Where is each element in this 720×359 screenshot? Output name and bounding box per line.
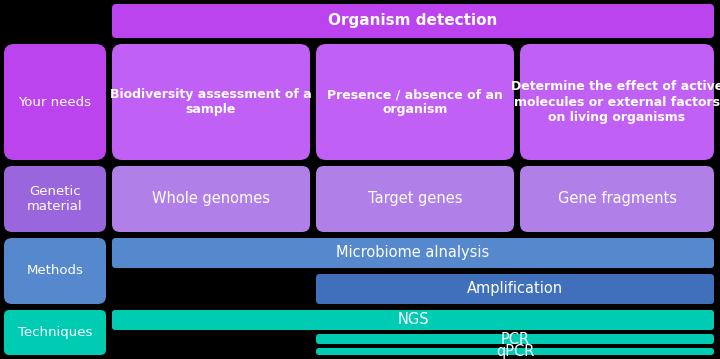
- Text: NGS: NGS: [397, 312, 429, 327]
- FancyBboxPatch shape: [316, 166, 514, 232]
- FancyBboxPatch shape: [316, 348, 714, 355]
- FancyBboxPatch shape: [316, 334, 714, 344]
- FancyBboxPatch shape: [4, 166, 106, 232]
- FancyBboxPatch shape: [316, 274, 714, 304]
- FancyBboxPatch shape: [112, 4, 714, 38]
- Text: Presence / absence of an
organism: Presence / absence of an organism: [327, 88, 503, 116]
- Text: Methods: Methods: [27, 265, 84, 278]
- FancyBboxPatch shape: [316, 44, 514, 160]
- FancyBboxPatch shape: [112, 310, 714, 330]
- FancyBboxPatch shape: [520, 166, 714, 232]
- Text: Genetic
material: Genetic material: [27, 185, 83, 213]
- Text: Your needs: Your needs: [19, 95, 91, 108]
- Text: Whole genomes: Whole genomes: [152, 191, 270, 206]
- Text: Target genes: Target genes: [368, 191, 462, 206]
- FancyBboxPatch shape: [112, 44, 310, 160]
- Text: Amplification: Amplification: [467, 281, 563, 297]
- FancyBboxPatch shape: [520, 44, 714, 160]
- Text: Biodiversity assessment of a
sample: Biodiversity assessment of a sample: [110, 88, 312, 116]
- FancyBboxPatch shape: [4, 310, 106, 355]
- FancyBboxPatch shape: [112, 238, 714, 268]
- Text: qPCR: qPCR: [496, 344, 534, 359]
- Text: Microbiome alnalysis: Microbiome alnalysis: [336, 246, 490, 261]
- Text: Organism detection: Organism detection: [328, 14, 498, 28]
- FancyBboxPatch shape: [4, 44, 106, 160]
- Text: Determine the effect of active
molecules or external factors
on living organisms: Determine the effect of active molecules…: [511, 80, 720, 123]
- Text: Techniques: Techniques: [18, 326, 92, 339]
- Text: Gene fragments: Gene fragments: [557, 191, 677, 206]
- FancyBboxPatch shape: [112, 166, 310, 232]
- FancyBboxPatch shape: [4, 238, 106, 304]
- Text: PCR: PCR: [500, 331, 530, 346]
